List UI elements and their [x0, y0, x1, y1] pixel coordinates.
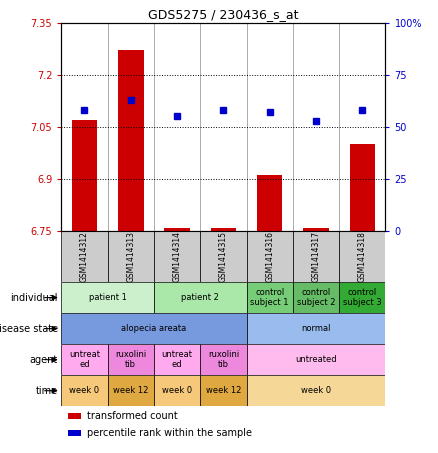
Text: week 0: week 0: [69, 386, 99, 395]
Bar: [61, 375, 108, 406]
Text: GSM1414312: GSM1414312: [80, 231, 89, 282]
Text: GSM1414315: GSM1414315: [219, 231, 228, 282]
Text: ruxolini
tib: ruxolini tib: [115, 350, 146, 369]
Bar: [108, 344, 154, 375]
Text: week 12: week 12: [113, 386, 148, 395]
Bar: [108, 231, 154, 282]
Bar: [293, 282, 339, 313]
Bar: [247, 344, 385, 375]
Bar: [154, 282, 247, 313]
Text: GSM1414316: GSM1414316: [265, 231, 274, 282]
Text: untreat
ed: untreat ed: [69, 350, 100, 369]
Text: GSM1414317: GSM1414317: [311, 231, 321, 282]
Text: time: time: [36, 386, 58, 396]
Text: alopecia areata: alopecia areata: [121, 324, 187, 333]
Text: control
subject 3: control subject 3: [343, 288, 381, 307]
Bar: [154, 375, 200, 406]
Text: normal: normal: [301, 324, 331, 333]
Text: week 0: week 0: [162, 386, 192, 395]
Text: GSM1414313: GSM1414313: [126, 231, 135, 282]
Bar: [200, 344, 247, 375]
Text: GSM1414314: GSM1414314: [173, 231, 182, 282]
Text: percentile rank within the sample: percentile rank within the sample: [87, 428, 252, 438]
Text: week 12: week 12: [206, 386, 241, 395]
Text: ruxolini
tib: ruxolini tib: [208, 350, 239, 369]
Text: disease state: disease state: [0, 323, 58, 334]
Bar: [247, 375, 385, 406]
Text: GSM1414318: GSM1414318: [358, 231, 367, 282]
Text: control
subject 2: control subject 2: [297, 288, 335, 307]
Bar: [247, 282, 293, 313]
Text: untreated: untreated: [295, 355, 337, 364]
Bar: [211, 228, 236, 231]
Bar: [72, 120, 97, 231]
Bar: [247, 313, 385, 344]
Text: control
subject 1: control subject 1: [251, 288, 289, 307]
Bar: [339, 231, 385, 282]
Bar: [164, 228, 190, 231]
Bar: [247, 231, 293, 282]
Bar: [200, 231, 247, 282]
Text: patient 1: patient 1: [88, 293, 127, 302]
Bar: [68, 429, 81, 436]
Text: patient 2: patient 2: [181, 293, 219, 302]
Bar: [61, 282, 154, 313]
Title: GDS5275 / 230436_s_at: GDS5275 / 230436_s_at: [148, 9, 299, 21]
Bar: [257, 175, 283, 231]
Text: individual: individual: [11, 293, 58, 303]
Bar: [108, 375, 154, 406]
Text: week 0: week 0: [301, 386, 331, 395]
Text: untreat
ed: untreat ed: [162, 350, 193, 369]
Text: agent: agent: [30, 355, 58, 365]
Bar: [118, 50, 144, 231]
Bar: [61, 313, 247, 344]
Text: transformed count: transformed count: [87, 411, 178, 421]
Bar: [154, 344, 200, 375]
Bar: [200, 375, 247, 406]
Bar: [61, 344, 108, 375]
Bar: [293, 231, 339, 282]
Bar: [68, 413, 81, 419]
Bar: [339, 282, 385, 313]
Bar: [61, 231, 108, 282]
Bar: [350, 144, 375, 231]
Bar: [303, 228, 328, 231]
Bar: [154, 231, 200, 282]
